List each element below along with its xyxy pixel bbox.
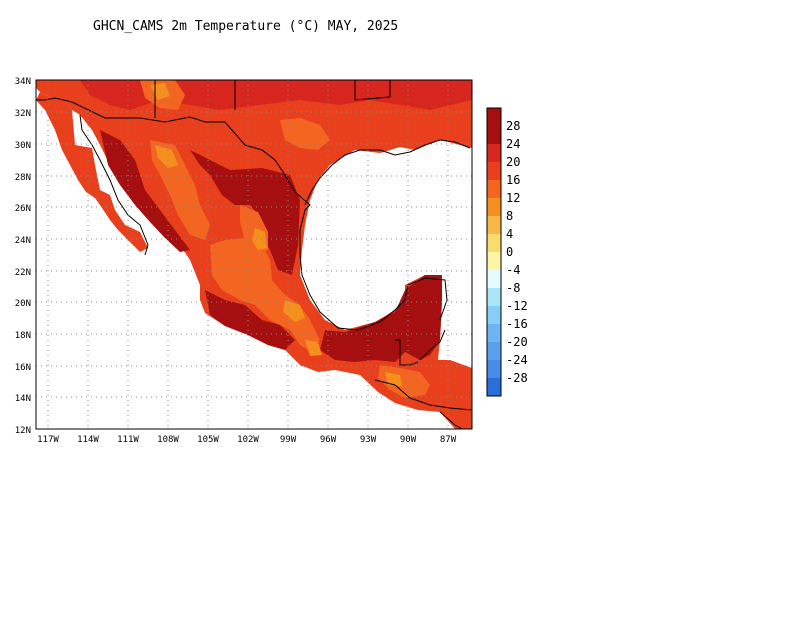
colorbar-swatch: [487, 306, 501, 324]
lon-label: 87W: [440, 435, 457, 445]
hot-interior: [190, 150, 300, 275]
map-title: GHCN_CAMS 2m Temperature (°C) MAY, 2025: [93, 19, 399, 34]
lon-label: 102W: [237, 435, 259, 445]
colorbar-label: -12: [506, 299, 528, 313]
colorbar-label: 4: [506, 227, 513, 241]
colorbar-label: 20: [506, 155, 520, 169]
lat-label: 22N: [15, 268, 31, 278]
lat-label: 12N: [15, 426, 31, 436]
colorbar-label: -16: [506, 317, 528, 331]
peak-6: [385, 372, 402, 386]
colorbar-label: -20: [506, 335, 528, 349]
lon-label: 111W: [117, 435, 139, 445]
gridlines: [36, 80, 472, 429]
lat-label: 26N: [15, 204, 31, 214]
colorbar-label: -8: [506, 281, 520, 295]
temperature-field: [36, 80, 472, 429]
colorbar-swatch: [487, 252, 501, 270]
colorbar-label: -28: [506, 371, 528, 385]
lon-label: 108W: [157, 435, 179, 445]
lat-label: 18N: [15, 331, 31, 341]
colorbar-swatch: [487, 180, 501, 198]
highland-6: [280, 118, 330, 150]
hot-west-coast: [100, 130, 190, 252]
peak-2: [252, 228, 267, 250]
hot-yucatan: [320, 275, 442, 362]
lon-label: 117W: [37, 435, 59, 445]
lat-label: 28N: [15, 173, 31, 183]
colorbar-label: 28: [506, 119, 520, 133]
colorbar-swatch: [487, 234, 501, 252]
lon-label: 96W: [320, 435, 337, 445]
colorbar-label: -4: [506, 263, 520, 277]
colorbar-label: 12: [506, 191, 520, 205]
colorbar-label: 8: [506, 209, 513, 223]
colorbar-label: 16: [506, 173, 520, 187]
lat-label: 32N: [15, 109, 31, 119]
highland-2: [210, 238, 320, 352]
lat-label: 16N: [15, 363, 31, 373]
lon-label: 99W: [280, 435, 297, 445]
lat-label: 34N: [15, 77, 31, 87]
hot-southwest: [205, 290, 295, 350]
colorbar-swatch: [487, 144, 501, 162]
lon-label: 105W: [197, 435, 219, 445]
colorbar-swatch: [487, 270, 501, 288]
longitude-labels: 117W 114W 111W 108W 105W 102W 99W 96W 93…: [37, 435, 457, 445]
colorbar-swatch: [487, 360, 501, 378]
lon-label: 90W: [400, 435, 417, 445]
peak-1: [155, 145, 178, 168]
colorbar-swatch: [487, 324, 501, 342]
lat-label: 14N: [15, 394, 31, 404]
colorbar-label: 0: [506, 245, 513, 259]
lat-label: 30N: [15, 141, 31, 151]
colorbar-swatch: [487, 162, 501, 180]
lon-label: 93W: [360, 435, 377, 445]
lon-label: 114W: [77, 435, 99, 445]
colorbar-swatch: [487, 216, 501, 234]
colorbar-swatch: [487, 198, 501, 216]
colorbar-swatch: [487, 126, 501, 144]
colorbar-label: 24: [506, 137, 520, 151]
lat-label: 24N: [15, 236, 31, 246]
colorbar-swatch: [487, 108, 501, 126]
colorbar-swatch: [487, 378, 501, 396]
peak-4: [305, 340, 322, 356]
colorbar: 28 24 20 16 12 8 4 0 -4 -8 -12 -16 -20 -24 -28: [486, 107, 528, 397]
latitude-labels: 34N 32N 30N 28N 26N 24N 22N 20N 18N 16N …: [15, 77, 31, 436]
colorbar-label: -24: [506, 353, 528, 367]
map-frame: [35, 79, 473, 430]
colorbar-swatch: [487, 288, 501, 306]
lat-label: 20N: [15, 299, 31, 309]
baja-region: [36, 92, 148, 252]
colorbar-swatch: [487, 342, 501, 360]
colorbar-frame: [486, 107, 502, 397]
